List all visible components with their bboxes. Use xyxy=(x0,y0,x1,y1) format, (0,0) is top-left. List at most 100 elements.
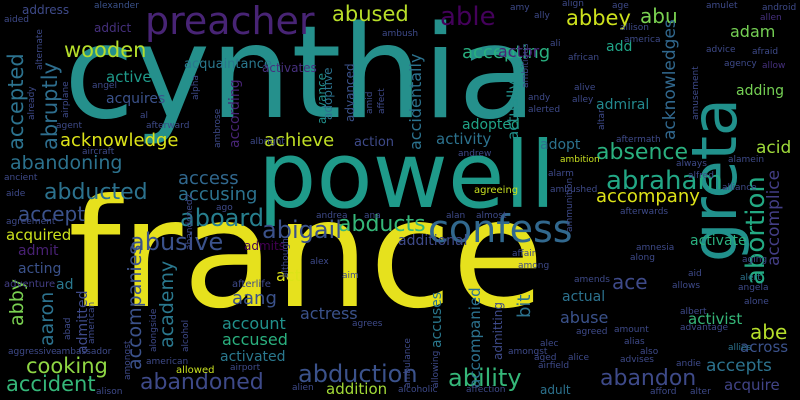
word-abducts: abducts xyxy=(338,212,426,237)
word-alias: alias xyxy=(624,337,645,347)
word-alexander: alexander xyxy=(94,1,139,11)
word-bit: bit xyxy=(514,294,535,318)
word-ability: ability xyxy=(448,364,522,392)
word-across: across xyxy=(740,338,789,356)
word-alex: agreement xyxy=(6,217,56,227)
word-america: age xyxy=(612,1,629,11)
word-alien: alien xyxy=(292,383,314,393)
word-access: access xyxy=(178,168,239,189)
word-amongst: amongst xyxy=(508,347,548,357)
word-address: address xyxy=(22,3,70,17)
word-aircraft: ago xyxy=(216,203,233,213)
word-aaron: aaron xyxy=(36,291,58,346)
word-alert: alert xyxy=(740,273,761,283)
word-alive: advice xyxy=(706,45,736,55)
word-align: amy xyxy=(510,3,530,13)
word-amusement: ambulance xyxy=(403,338,413,388)
word-ambassador: american xyxy=(87,301,97,344)
word-agent: al xyxy=(140,111,149,121)
word-powell: powell xyxy=(258,122,556,229)
word-admiral: admiral xyxy=(596,97,650,113)
word-actual: actual xyxy=(562,289,606,305)
word-andrea: andrea xyxy=(316,211,348,221)
word-add: add xyxy=(606,39,633,55)
word-france: france xyxy=(68,168,545,342)
word-adopted: adopted xyxy=(462,117,520,133)
word-allows: allows xyxy=(672,281,701,291)
word-afford: afford xyxy=(650,387,677,397)
word-aide: aggressive xyxy=(8,347,57,357)
word-alley: andy xyxy=(528,93,551,103)
word-ago: aide xyxy=(6,189,26,199)
word-amy: agent xyxy=(56,121,82,131)
word-always: always xyxy=(676,159,707,169)
word-alerted: alive xyxy=(574,83,596,93)
word-allowing: alcohol xyxy=(181,319,191,352)
word-activated: activated xyxy=(220,349,286,365)
word-although: allowing xyxy=(431,350,441,388)
word-ambulance: alongside xyxy=(149,308,159,352)
word-alpha: alerted xyxy=(528,105,561,115)
word-wooden: wooden xyxy=(64,38,147,62)
word-abigail: abigail xyxy=(262,216,342,244)
word-according: according xyxy=(227,79,243,148)
word-accomplice: accomplice xyxy=(764,169,784,266)
word-acknowledge: acknowledge xyxy=(60,130,179,151)
word-advanced: advanced xyxy=(343,63,357,122)
word-andie: andie xyxy=(676,359,701,369)
word-amends: amends xyxy=(574,275,610,285)
word-adventure: adventure xyxy=(4,279,56,290)
word-ambush: afterward xyxy=(146,121,190,131)
word-cooking: cooking xyxy=(26,354,108,378)
word-affair: affair xyxy=(512,249,536,259)
word-allie: ambrose xyxy=(213,108,223,148)
word-along: along xyxy=(630,253,655,263)
word-alison: alison xyxy=(96,387,123,397)
word-acid: acid xyxy=(756,138,792,158)
word-angel: aircraft xyxy=(82,147,115,157)
word-abduction: abduction xyxy=(298,360,418,388)
word-acquaintance: acquaintance xyxy=(184,57,272,72)
word-act: act xyxy=(276,266,301,285)
word-advice: amulet xyxy=(706,1,738,11)
word-allowed: allowed xyxy=(176,365,215,376)
word-agreeing: agreeing xyxy=(474,185,519,196)
word-confess: confess xyxy=(428,207,573,251)
word-allow: allow xyxy=(762,61,786,71)
word-abad: ambushed xyxy=(550,185,598,195)
word-accept: accept xyxy=(18,202,86,226)
word-ambrose: amusement xyxy=(691,66,701,120)
word-accused: accused xyxy=(222,330,288,349)
word-amulet: allison xyxy=(620,23,649,33)
word-albert: albert xyxy=(680,307,707,317)
word-agree: altar xyxy=(597,109,607,130)
word-amid: alley xyxy=(572,95,594,105)
word-abandon: abandon xyxy=(600,366,697,391)
word-aim: aim xyxy=(342,271,359,281)
word-accidentally: accidentally xyxy=(406,53,425,150)
word-allison: african xyxy=(568,53,600,63)
word-actually: actually xyxy=(504,80,522,140)
word-allies: allies xyxy=(728,343,752,353)
word-aftermath: aftermath xyxy=(616,135,661,145)
word-alan: alan xyxy=(446,211,466,221)
word-abused: abused xyxy=(332,2,409,26)
word-actress: actress xyxy=(300,304,358,323)
word-accuses: accuses xyxy=(429,291,445,348)
word-adding: adding xyxy=(736,83,785,99)
word-accompanied: accompanied xyxy=(466,287,484,388)
word-airfield: airfield xyxy=(538,361,570,371)
word-preacher: preacher xyxy=(145,0,315,43)
word-acquired: acquired xyxy=(6,226,72,244)
word-adoptive: adoptive xyxy=(321,67,335,120)
word-alec: alec xyxy=(540,339,559,349)
word-abandoned-small: abandoned2 xyxy=(185,193,195,250)
word-aggressive: american xyxy=(146,357,189,367)
word-also: also xyxy=(640,347,659,357)
word-abducted: abducted xyxy=(44,180,148,205)
word-acting: acting xyxy=(18,261,62,277)
word-abruptly: abruptly xyxy=(38,62,62,150)
word-andrew: andrew xyxy=(458,149,492,159)
word-adam: adam xyxy=(730,22,776,41)
